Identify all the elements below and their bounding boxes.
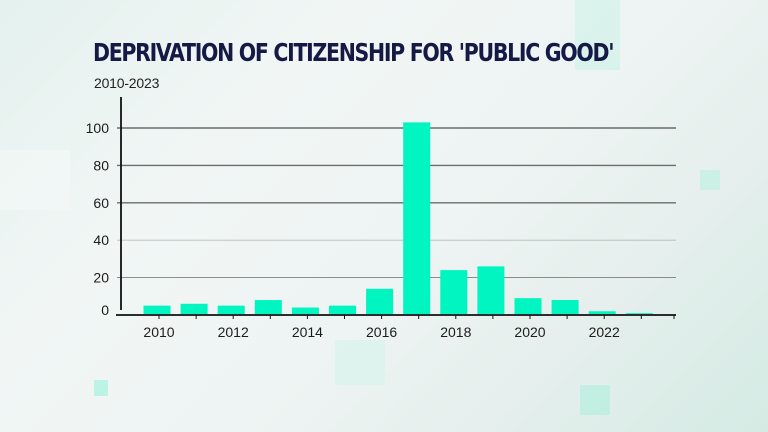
bar-2013 — [254, 300, 282, 314]
bar-2016 — [366, 288, 394, 314]
bars — [143, 122, 653, 314]
bar-2019 — [477, 266, 505, 314]
bar-2022 — [588, 311, 616, 314]
background-decoration — [575, 0, 620, 70]
x-tick-label: 2014 — [292, 324, 323, 340]
y-tick-label: 40 — [93, 232, 109, 248]
background-decoration — [700, 170, 720, 190]
background-decoration — [94, 380, 108, 396]
axes — [116, 97, 676, 319]
x-tick-labels: 2010 2012 2014 2016 2018 2020 2022 — [143, 324, 620, 340]
x-tick-label: 2016 — [366, 324, 397, 340]
bar-2017 — [403, 122, 431, 314]
bar-2023 — [625, 313, 653, 314]
bar-2014 — [291, 307, 319, 314]
x-tick-label: 2022 — [589, 324, 620, 340]
bar-2018 — [440, 270, 468, 314]
x-tick-label: 2018 — [440, 324, 471, 340]
y-tick-label: 100 — [86, 120, 110, 136]
x-tick-label: 2010 — [143, 324, 174, 340]
bar-2015 — [329, 305, 356, 314]
bar-2011 — [180, 303, 208, 314]
y-tick-label: 20 — [93, 270, 109, 286]
bar-2021 — [551, 300, 579, 314]
bar-2012 — [217, 305, 245, 314]
background-decoration — [335, 340, 385, 385]
chart-subtitle: 2010-2023 — [94, 75, 160, 91]
y-tick-labels: 0 20 40 60 80 100 — [86, 120, 110, 318]
bar-2010 — [143, 305, 171, 314]
background-decoration — [0, 150, 70, 210]
y-tick-label: 0 — [101, 302, 109, 318]
y-tick-label: 80 — [93, 157, 109, 173]
background-decoration — [580, 385, 610, 415]
gridlines — [117, 127, 676, 279]
x-tick-label: 2012 — [218, 324, 249, 340]
bar-2020 — [514, 298, 542, 314]
y-tick-label: 60 — [93, 195, 109, 211]
chart-title: DEPRIVATION OF CITIZENSHIP FOR 'PUBLIC G… — [93, 38, 614, 67]
x-tick-label: 2020 — [514, 324, 545, 340]
